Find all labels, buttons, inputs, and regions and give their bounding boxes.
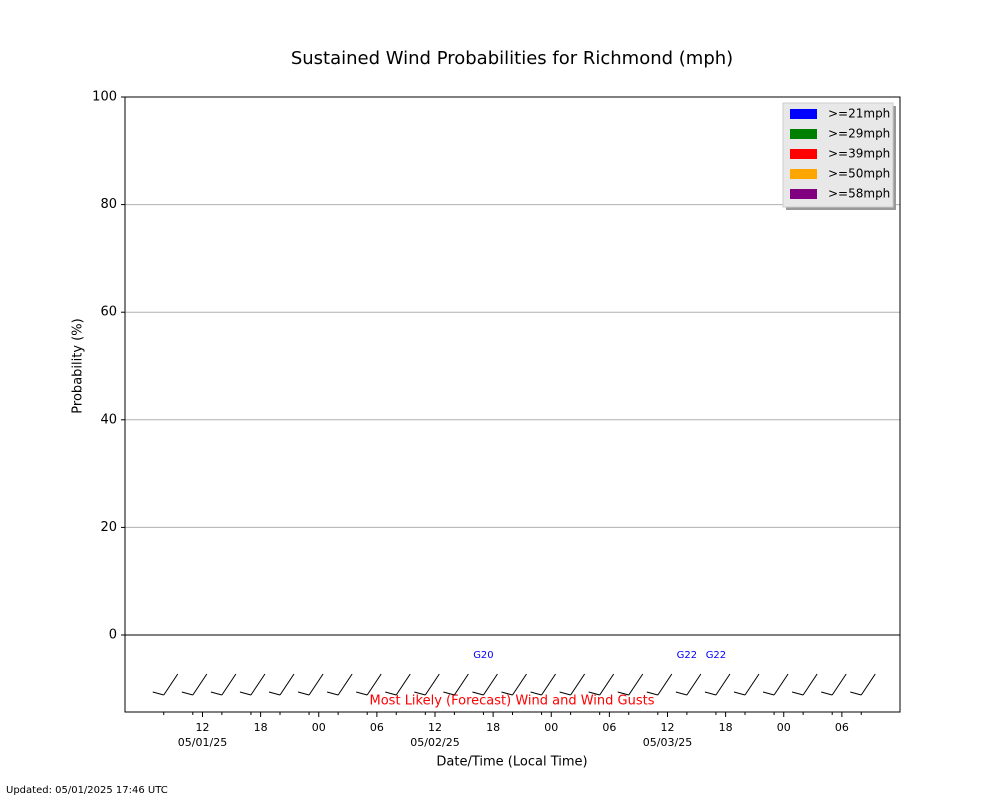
legend-label: >=50mph bbox=[828, 167, 890, 181]
wind-barb-flag bbox=[326, 691, 339, 696]
wind-barb-flag bbox=[791, 691, 804, 696]
wind-barb bbox=[570, 673, 586, 696]
wind-barb bbox=[686, 673, 702, 696]
gust-label: G22 bbox=[677, 650, 697, 661]
gust-label: G20 bbox=[473, 650, 493, 661]
wind-barb bbox=[773, 673, 789, 696]
wind-barb-flag bbox=[443, 691, 455, 696]
x-tick-label: 06 bbox=[370, 721, 384, 734]
date-label: 05/01/25 bbox=[178, 736, 227, 749]
wind-barb-flag bbox=[821, 691, 833, 696]
x-tick-label: 12 bbox=[196, 721, 210, 734]
date-label: 05/03/25 bbox=[643, 736, 692, 749]
wind-barb bbox=[366, 673, 382, 696]
wind-barb bbox=[424, 673, 440, 696]
wind-barb-flag bbox=[239, 691, 252, 696]
y-tick-label: 60 bbox=[100, 305, 117, 320]
legend-label: >=39mph bbox=[828, 147, 890, 161]
legend-swatch bbox=[790, 109, 817, 119]
wind-barb-flag bbox=[675, 691, 688, 696]
wind-barb-flag bbox=[501, 691, 513, 696]
wind-barb bbox=[192, 673, 208, 696]
y-axis-label: Probability (%) bbox=[71, 318, 86, 413]
wind-barb-flag bbox=[733, 691, 746, 696]
x-tick-label: 00 bbox=[777, 721, 791, 734]
legend-swatch bbox=[790, 169, 817, 179]
wind-barb bbox=[802, 673, 818, 696]
wind-barb bbox=[541, 673, 556, 696]
legend-label: >=29mph bbox=[828, 127, 890, 141]
y-tick-label: 100 bbox=[92, 90, 117, 105]
date-label: 05/02/25 bbox=[410, 736, 459, 749]
wind-barb bbox=[250, 673, 266, 696]
x-tick-label: 06 bbox=[602, 721, 616, 734]
wind-barb-flag bbox=[559, 691, 571, 696]
wind-barb-flag bbox=[588, 691, 600, 696]
wind-barb bbox=[279, 673, 295, 696]
wind-barb bbox=[453, 673, 469, 696]
x-tick-label: 12 bbox=[661, 721, 675, 734]
wind-barb-flag bbox=[850, 691, 862, 696]
wind-barb bbox=[715, 673, 731, 696]
wind-barb bbox=[395, 673, 411, 696]
y-tick-label: 20 bbox=[100, 520, 117, 535]
chart-title: Sustained Wind Probabilities for Richmon… bbox=[291, 48, 733, 69]
gust-label: G22 bbox=[706, 650, 726, 661]
legend-swatch bbox=[790, 189, 817, 199]
footer: Updated: 05/01/2025 17:46 UTC bbox=[6, 785, 168, 796]
legend: >=21mph >=29mph >=39mph >=50mph >=58mph bbox=[782, 102, 896, 210]
wind-barb bbox=[308, 673, 324, 696]
legend-swatch bbox=[790, 149, 817, 159]
legend-label: >=21mph bbox=[828, 107, 890, 121]
wind-barb bbox=[337, 673, 353, 696]
wind-barb bbox=[163, 673, 179, 696]
x-tick-label: 18 bbox=[486, 721, 500, 734]
x-tick-label: 18 bbox=[254, 721, 268, 734]
wind-barb bbox=[657, 673, 673, 696]
wind-barb bbox=[599, 673, 615, 696]
x-tick-label: 00 bbox=[544, 721, 558, 734]
x-tick-label: 00 bbox=[312, 721, 326, 734]
wind-barb-flag bbox=[181, 691, 193, 696]
wind-barb bbox=[483, 673, 498, 696]
wind-barb-flag bbox=[385, 691, 397, 696]
wind-barb-flag bbox=[646, 691, 658, 696]
wind-barb-flag bbox=[356, 691, 368, 696]
y-tick-label: 40 bbox=[100, 412, 117, 427]
wind-barb-flag bbox=[762, 691, 775, 696]
wind-barb-flag bbox=[210, 691, 223, 696]
wind-barb bbox=[628, 673, 644, 696]
y-tick-label: 0 bbox=[109, 628, 117, 643]
wind-barb-flag bbox=[268, 691, 281, 696]
wind-barb-flag bbox=[530, 691, 542, 696]
wind-barb bbox=[831, 673, 847, 696]
y-tick-label: 80 bbox=[100, 197, 117, 212]
wind-barb bbox=[221, 673, 237, 696]
wind-barb-flag bbox=[704, 691, 717, 696]
wind-barb bbox=[512, 673, 527, 696]
wind-barb-flag bbox=[297, 691, 310, 696]
x-tick-label: 06 bbox=[835, 721, 849, 734]
legend-label: >=58mph bbox=[828, 187, 890, 201]
wind-barb-flag bbox=[152, 691, 164, 696]
wind-barb bbox=[744, 673, 760, 696]
wind-barb-flag bbox=[472, 691, 484, 696]
wind-barb bbox=[860, 673, 876, 696]
x-tick-label: 12 bbox=[428, 721, 442, 734]
legend-swatch bbox=[790, 129, 817, 139]
x-axis-label: Date/Time (Local Time) bbox=[436, 755, 587, 770]
wind-caption: Most Likely (Forecast) Wind and Wind Gus… bbox=[370, 694, 655, 709]
wind-barb-flag bbox=[617, 691, 629, 696]
x-tick-label: 18 bbox=[719, 721, 733, 734]
wind-barb-flag bbox=[414, 691, 426, 696]
